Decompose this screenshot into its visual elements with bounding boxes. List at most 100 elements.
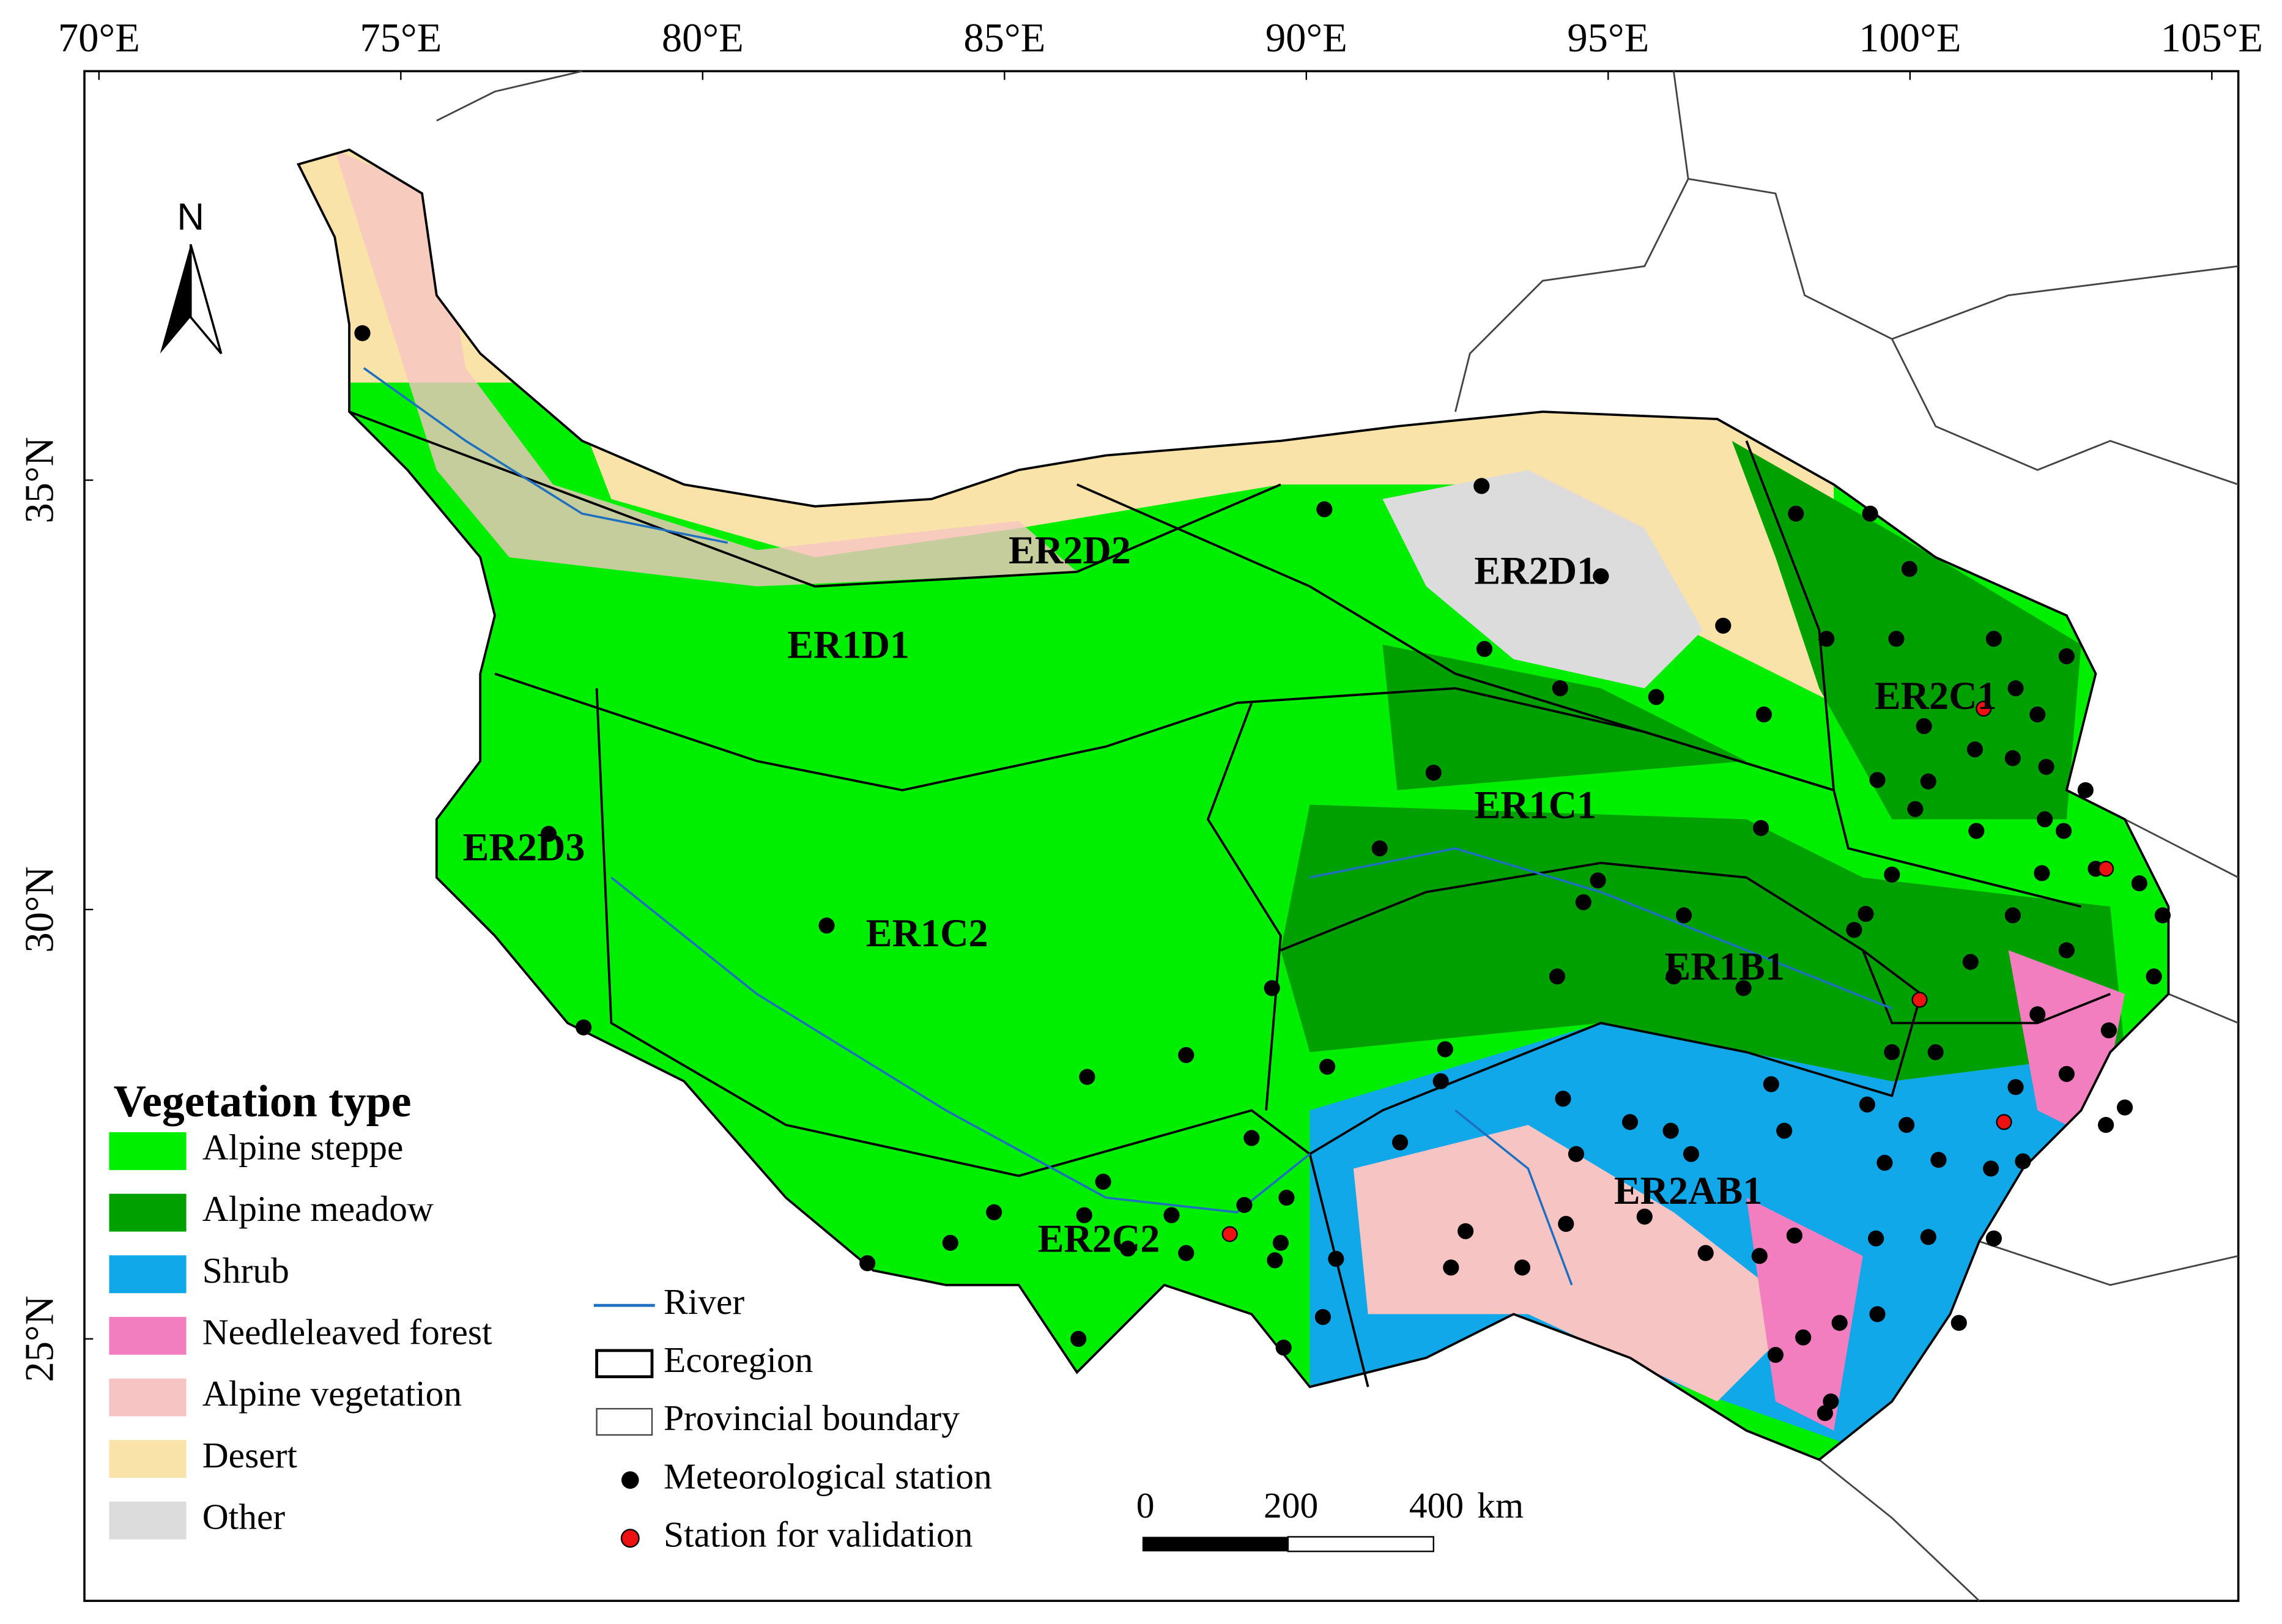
lon-label: 95°E <box>1567 16 1649 61</box>
meteorological-station <box>1552 680 1568 697</box>
legend-label: Shrub <box>202 1250 289 1291</box>
validation-station <box>1976 700 1992 717</box>
meteorological-station <box>1119 1240 1136 1257</box>
meteorological-station <box>1751 1248 1768 1264</box>
legend-label: Other <box>202 1496 286 1537</box>
meteorological-station <box>1920 1229 1936 1245</box>
meteorological-station <box>2007 1079 2024 1096</box>
legend-ecoregion <box>595 1349 654 1379</box>
legend-label: Alpine steppe <box>202 1127 404 1168</box>
meteorological-station <box>1437 1041 1453 1058</box>
meteorological-station <box>1753 820 1769 836</box>
meteorological-station <box>1590 872 1606 889</box>
meteorological-station <box>1473 478 1490 494</box>
meteorological-station <box>1831 1314 1848 1331</box>
scale-label: 0 <box>1136 1485 1155 1526</box>
meteorological-station <box>1568 1146 1585 1162</box>
meteorological-station <box>1858 905 1874 922</box>
stations <box>354 325 2171 1422</box>
meteorological-station <box>1983 1160 1999 1177</box>
meteorological-station <box>1817 1405 1833 1422</box>
meteorological-station <box>1662 1122 1679 1139</box>
meteorological-station <box>2029 1006 2046 1023</box>
meteorological-station <box>1665 968 1682 985</box>
meteorological-station <box>1697 1245 1714 1261</box>
region-label: ER2D3 <box>463 825 585 869</box>
meteorological-station <box>942 1234 958 1251</box>
region-label: ER1B1 <box>1665 945 1785 988</box>
meteorological-station <box>1425 765 1442 781</box>
legend-title: Vegetation type <box>114 1076 412 1126</box>
validation-station <box>2097 861 2114 877</box>
meteorological-station <box>1899 1116 1915 1133</box>
scale-unit: km <box>1477 1485 1524 1526</box>
meteorological-station <box>1884 866 1900 883</box>
validation-station <box>1996 1114 2012 1130</box>
meteorological-station <box>1314 1309 1332 1326</box>
legend-swatch <box>109 1440 187 1478</box>
meteorological-station <box>1966 741 1984 758</box>
lat-label: 25°N <box>18 1296 62 1382</box>
region-label: ER2C2 <box>1038 1217 1160 1261</box>
region-label: ER1C1 <box>1474 783 1596 826</box>
provincial-boundaries <box>436 70 2239 1602</box>
lon-label: 85°E <box>963 16 1045 61</box>
meteorological-station <box>1795 1329 1812 1346</box>
meteorological-station <box>1869 772 1886 788</box>
legend-swatch <box>109 1316 187 1355</box>
lon-label: 100°E <box>1859 16 1961 61</box>
meteorological-station <box>2037 811 2053 828</box>
meteorological-station <box>1328 1250 1344 1267</box>
meteorological-station <box>1876 1154 1893 1171</box>
meteorological-station <box>1735 980 1752 996</box>
meteorological-station <box>2034 865 2050 881</box>
meteorological-station <box>2154 907 2171 924</box>
meteorological-station <box>1767 1346 1784 1363</box>
meteorological-station <box>986 1204 1002 1220</box>
meteorological-station <box>1869 1306 1886 1322</box>
meteorological-station <box>1755 706 1772 723</box>
legend-symbol-label: Provincial boundary <box>664 1398 960 1438</box>
meteorological-station <box>2058 1066 2075 1082</box>
region-label: ER1C2 <box>866 911 988 955</box>
region-label: ER2D2 <box>1009 528 1131 572</box>
meteorological-station <box>2058 648 2075 664</box>
meteorological-station <box>1927 1044 1944 1061</box>
lat-label: 35°N <box>18 437 62 523</box>
meteorological-station <box>1846 922 1862 938</box>
meteorological-station <box>1901 561 1917 577</box>
meteorological-station <box>1683 1146 1700 1162</box>
region-label: ER2AB1 <box>1614 1169 1763 1212</box>
north-label: N <box>177 196 204 238</box>
legend-symbol-label: Meteorological station <box>664 1456 992 1496</box>
validation-station <box>1911 992 1928 1008</box>
meteorological-station <box>1950 1314 1967 1331</box>
meteorological-station <box>2058 942 2075 958</box>
meteorological-station <box>1549 968 1566 985</box>
meteorological-station <box>1095 1173 1111 1190</box>
meteorological-station <box>1371 840 1388 857</box>
meteorological-station <box>1907 801 1924 817</box>
meteorological-station <box>1868 1230 1884 1247</box>
meteorological-station <box>1675 907 1692 924</box>
legend-symbol-label: Station for validation <box>664 1515 972 1555</box>
meteorological-station <box>1715 617 1732 634</box>
meteorological-station <box>2116 1099 2133 1116</box>
meteorological-station <box>1236 1196 1253 1214</box>
region-label: ER2D1 <box>1474 549 1596 592</box>
meteorological-station <box>2038 758 2054 775</box>
region-label: ER1D1 <box>787 623 909 667</box>
legend-label: Needleleaved forest <box>202 1312 492 1352</box>
meteorological-station <box>1920 773 1936 790</box>
meteorological-station <box>1621 1114 1639 1130</box>
legend-station <box>621 1471 639 1489</box>
meteorological-station <box>1316 501 1333 517</box>
legend-swatch <box>109 1501 187 1540</box>
meteorological-station <box>1076 1207 1092 1223</box>
meteorological-station <box>1575 894 1591 911</box>
meteorological-station <box>1514 1259 1531 1276</box>
meteorological-station <box>1593 568 1609 585</box>
scale-label: 400 <box>1409 1485 1464 1526</box>
meteorological-station <box>1763 1076 1779 1092</box>
legend-validation <box>620 1529 640 1548</box>
